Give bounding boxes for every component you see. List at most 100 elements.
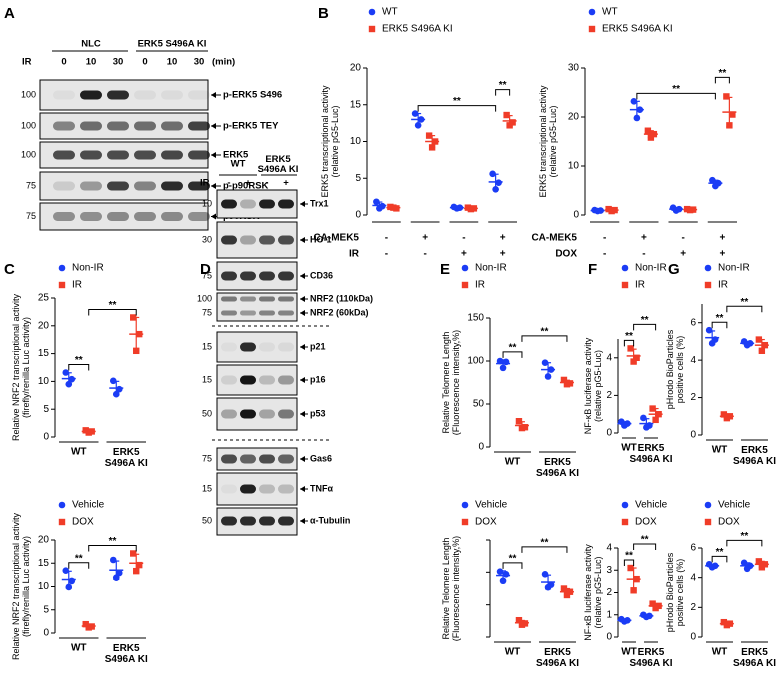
text-line: ERK5 transcriptional activity [538, 85, 548, 198]
x-tick-label: ERK5 S496A KI [630, 443, 673, 465]
x-tick-label: WT [71, 447, 87, 458]
data-point [65, 583, 73, 591]
y-tick-label: 10 [568, 161, 580, 172]
text-line: (Fluorescence intensity,%) [451, 536, 461, 641]
text-line: S496A KI [630, 454, 673, 465]
significance-label: ** [625, 331, 633, 342]
blot-band [240, 296, 256, 302]
data-point [112, 574, 120, 581]
y-tick-label: 3 [606, 565, 612, 576]
band-label: p21 [310, 341, 326, 351]
blot-band [259, 516, 275, 526]
blot-band [240, 235, 256, 245]
significance-bracket [417, 105, 497, 112]
significance-label: ** [641, 535, 649, 546]
text-line: (Fluorescence intensity,%) [451, 330, 461, 435]
band-label: TNFα [310, 483, 333, 493]
y-tick-label: 5 [43, 604, 49, 615]
data-point [502, 358, 510, 366]
data-point [633, 354, 640, 361]
data-point [709, 176, 716, 184]
legend-marker [368, 25, 376, 33]
y-tick-label: 0 [606, 632, 612, 643]
legend-label: Non-IR [718, 263, 750, 274]
legend-label: WT [602, 7, 618, 18]
data-point [496, 568, 504, 575]
blot-band [53, 90, 75, 100]
y-tick-label: 0 [606, 428, 612, 439]
y-tick-label: 20 [568, 112, 580, 123]
text-line: S496A KI [105, 458, 148, 469]
lane-label: 30 [194, 57, 205, 68]
data-point [643, 613, 650, 621]
text-line: S496A KI [258, 164, 299, 175]
arrow-head [300, 237, 305, 243]
blot-band [259, 271, 275, 281]
significance-bracket [502, 562, 523, 569]
blot-group: ERK5 S496A KI [138, 39, 207, 50]
mw-label: 100 [21, 120, 36, 130]
band-label: p53 [310, 408, 326, 418]
text-line: Relative NRF2 transcriptional activity [11, 293, 21, 441]
legend-label: DOX [718, 517, 740, 528]
y-tick-label: 4 [690, 572, 696, 583]
mw-label: 50 [202, 408, 212, 418]
y-tick-label: 4 [606, 352, 612, 363]
data-point [649, 405, 656, 412]
blot-band [259, 235, 275, 245]
blot-band [259, 199, 275, 209]
arrow-head [300, 296, 305, 302]
x-tick-label: WT [712, 647, 728, 658]
condition-value: - [642, 249, 645, 260]
lane-label: - [227, 178, 230, 189]
condition-value: + [719, 233, 725, 244]
data-point [544, 373, 552, 380]
significance-bracket [711, 321, 728, 329]
data-point [373, 198, 380, 206]
text-line: S496A KI [733, 456, 776, 467]
data-point [705, 326, 713, 334]
blot-band [259, 454, 275, 464]
blot-band [107, 150, 129, 160]
blot-band [278, 271, 294, 281]
data-point [563, 381, 571, 388]
blot-band [240, 271, 256, 281]
band-label: p-ERK5 S496 [223, 90, 282, 101]
blot-band [107, 212, 129, 221]
data-point [621, 422, 628, 429]
condition-value: - [385, 233, 388, 244]
blot-band [240, 375, 256, 385]
data-point [136, 330, 143, 338]
blot-band [221, 409, 237, 419]
lane-label: - [265, 178, 268, 189]
blot-band [221, 484, 237, 494]
data-point [411, 110, 419, 117]
legend-label: IR [72, 280, 82, 291]
data-point [85, 624, 92, 631]
data-point [761, 341, 769, 349]
data-point [636, 106, 644, 113]
blot-band [188, 181, 210, 191]
significance-label: ** [740, 297, 748, 308]
y-axis-label: pHrodo BioParticlespositive cells (%) [665, 329, 685, 409]
band-label: NRF2 (110kDa) [310, 293, 373, 303]
lane-label: 10 [86, 57, 97, 68]
y-axis-label: Relative Telomere Length(Fluorescence in… [441, 536, 461, 641]
condition-value: + [500, 249, 506, 260]
data-point [650, 130, 658, 138]
data-point [566, 588, 574, 595]
data-point [492, 185, 499, 193]
y-axis-label: pHrodo BioParticlespositive cells (%) [665, 552, 685, 632]
data-point [431, 138, 439, 145]
data-point [633, 575, 640, 583]
blot-band [221, 310, 237, 316]
y-tick-label: 100 [467, 356, 484, 367]
text-line: ERK5 [113, 447, 140, 458]
y-tick-label: 10 [350, 136, 362, 147]
y-tick-label: 20 [38, 535, 50, 546]
y-tick-label: 20 [350, 63, 362, 74]
legend-label: IR [718, 280, 728, 291]
text-line: ERK5 [544, 457, 571, 468]
significance-bracket [623, 339, 635, 347]
